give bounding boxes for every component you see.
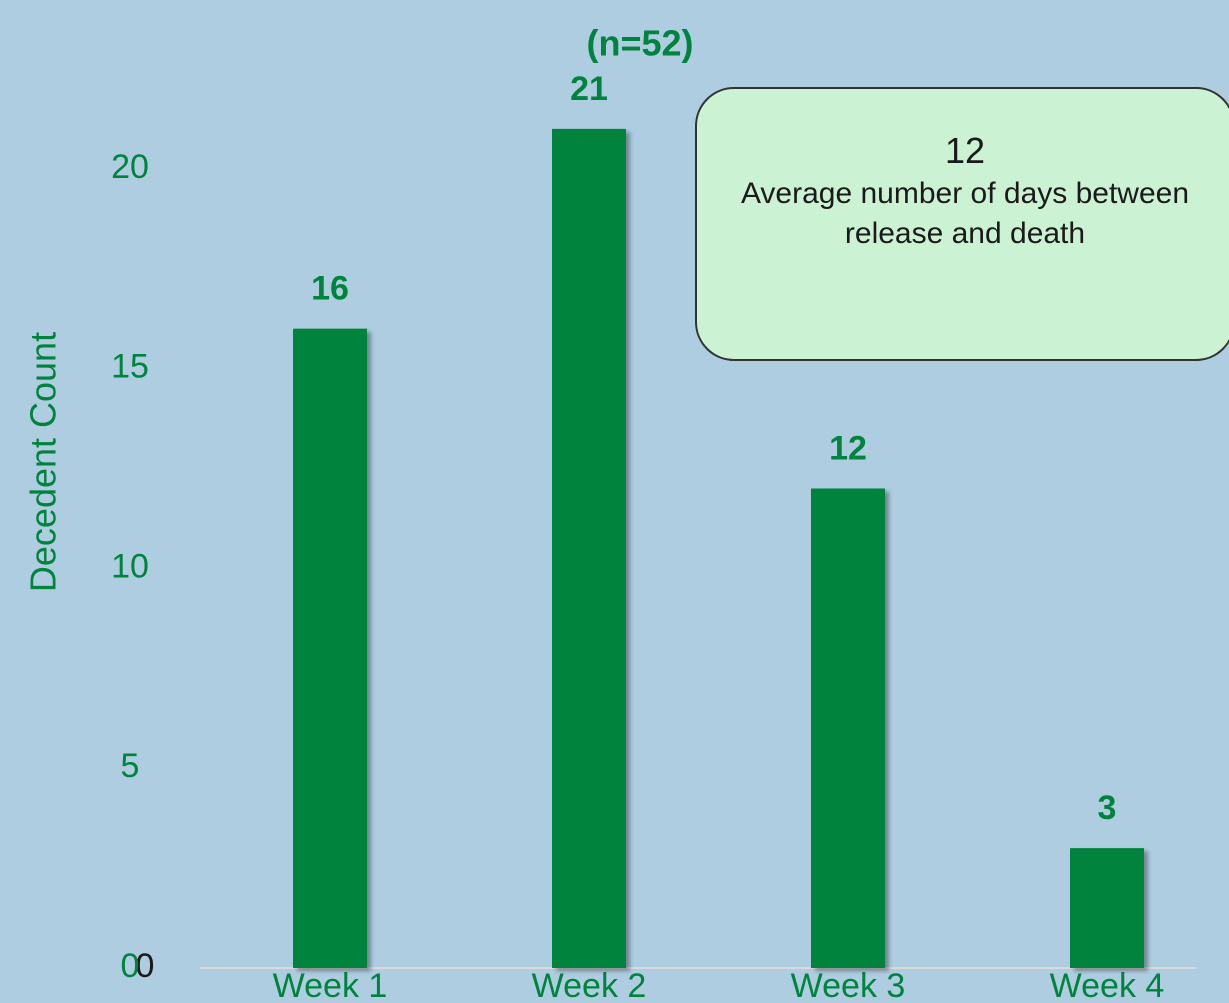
data-label: 3 <box>1098 789 1117 827</box>
chart-title: (n=52) <box>586 23 693 64</box>
annotation-label: Average number of days between release a… <box>740 177 1190 250</box>
bar <box>552 128 626 968</box>
x-tick-label: Week 2 <box>532 967 647 1003</box>
x-tick-label: Week 1 <box>273 967 388 1003</box>
data-label: 12 <box>829 429 867 467</box>
y-axis-label: Decedent Count <box>23 332 64 592</box>
bar <box>811 488 885 968</box>
annotation-box <box>695 87 1229 361</box>
annotation: 12 Average number of days between releas… <box>700 128 1229 254</box>
annotation-value: 12 <box>944 130 986 171</box>
x-tick-label: Week 4 <box>1050 967 1165 1003</box>
data-label: 16 <box>311 270 349 308</box>
data-label: 21 <box>570 70 608 108</box>
y-tick-label: 0 <box>136 947 155 985</box>
y-tick-label: 5 <box>121 747 140 785</box>
x-tick-label: Week 3 <box>791 967 906 1003</box>
y-tick-label: 15 <box>111 348 149 386</box>
y-tick-label: 20 <box>111 148 149 186</box>
y-tick-label: 10 <box>111 547 149 585</box>
bar <box>1070 848 1144 968</box>
annotation-text: 12 Average number of days between releas… <box>700 128 1229 254</box>
bar <box>293 328 367 969</box>
y-tick-label: 0 <box>121 947 140 985</box>
